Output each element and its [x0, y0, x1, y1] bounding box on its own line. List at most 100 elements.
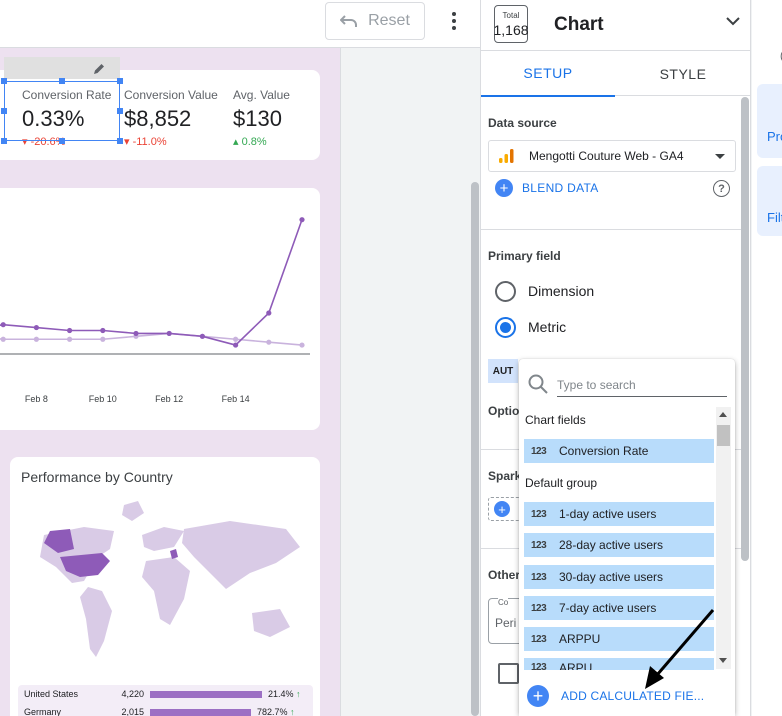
- scorecard-group[interactable]: Conversion Rate 0.33% ▾ -20.6% Conversio…: [0, 70, 320, 160]
- rail-properties-label: Pro: [767, 129, 782, 144]
- field-item[interactable]: 123 Conversion Rate: [524, 439, 714, 463]
- data-point[interactable]: [67, 327, 73, 334]
- kpi-value: $8,852: [124, 106, 192, 131]
- field-item[interactable]: 123 ARPPU: [524, 627, 714, 651]
- geo-chart-card[interactable]: Performance by Country United States 4,2…: [10, 457, 320, 716]
- radio-metric[interactable]: [495, 317, 516, 338]
- selected-chart-header[interactable]: [4, 57, 120, 79]
- undo-icon: [340, 15, 358, 27]
- reset-button[interactable]: Reset: [325, 2, 425, 40]
- resize-handle[interactable]: [117, 78, 123, 84]
- data-point[interactable]: [299, 217, 305, 223]
- rail-properties-tab[interactable]: Pro: [757, 84, 782, 158]
- field-item[interactable]: 123 30-day active users: [524, 565, 714, 589]
- report-canvas[interactable]: Conversion Rate 0.33% ▾ -20.6% Conversio…: [0, 48, 340, 716]
- data-point[interactable]: [100, 336, 106, 342]
- data-source-name: Mengotti Couture Web - GA4: [529, 149, 684, 163]
- help-icon[interactable]: ?: [713, 180, 730, 197]
- field-label: Conversion Rate: [559, 444, 649, 458]
- add-sparkline-button[interactable]: +: [488, 497, 524, 521]
- geo-pct: 782.7% ↑: [257, 707, 295, 716]
- analytics-logo-icon: [499, 149, 514, 163]
- data-point[interactable]: [299, 342, 305, 348]
- field-item[interactable]: 123 7-day active users: [524, 596, 714, 620]
- panel-scrollbar[interactable]: [741, 97, 749, 561]
- resize-handle[interactable]: [1, 78, 7, 84]
- data-point[interactable]: [67, 336, 73, 342]
- add-icon: +: [527, 685, 549, 707]
- field-picker-dropdown: Chart fields 123 Conversion Rate Default…: [519, 359, 735, 716]
- dropdown-scrollbar[interactable]: [716, 407, 731, 669]
- tab-style[interactable]: STYLE: [659, 66, 707, 82]
- panel-title: Chart: [554, 14, 604, 35]
- reset-label: Reset: [368, 12, 410, 29]
- data-source-select[interactable]: Mengotti Couture Web - GA4: [488, 140, 736, 172]
- data-point[interactable]: [166, 330, 172, 337]
- number-type-icon: 123: [531, 539, 547, 551]
- resize-handle[interactable]: [59, 78, 65, 84]
- geo-country: Germany: [24, 707, 62, 716]
- checkbox[interactable]: [498, 663, 519, 684]
- chart-type-badge[interactable]: Total 1,168: [493, 5, 529, 43]
- resize-handle[interactable]: [59, 138, 65, 144]
- aggregation-chip[interactable]: AUT: [488, 359, 518, 383]
- resize-handle[interactable]: [1, 138, 7, 144]
- x-tick-label: Feb 12: [155, 394, 183, 404]
- series-line-1: [0, 332, 303, 346]
- more-vert-icon[interactable]: [444, 8, 464, 34]
- scroll-down-icon[interactable]: [719, 658, 727, 663]
- dropdown-scroll-thumb[interactable]: [717, 425, 730, 446]
- group-chart-fields: Chart fields: [525, 413, 586, 427]
- data-point[interactable]: [266, 339, 272, 345]
- blend-data-button[interactable]: + BLEND DATA: [495, 179, 599, 197]
- field-label: ARPU: [559, 661, 593, 670]
- radio-dimension[interactable]: [495, 281, 516, 302]
- rail-filter-tab[interactable]: Filt: [757, 166, 782, 236]
- data-point[interactable]: [0, 336, 6, 342]
- scorecard-avg-value[interactable]: Avg. Value $130 ▴ 0.8%: [233, 88, 290, 148]
- chevron-down-icon[interactable]: [725, 16, 741, 26]
- data-point[interactable]: [0, 322, 6, 328]
- data-point[interactable]: [100, 327, 106, 334]
- data-point[interactable]: [233, 336, 239, 342]
- geo-row: United States 4,220 21.4% ↑: [24, 687, 314, 701]
- canvas-scrollbar[interactable]: [471, 182, 479, 716]
- data-point[interactable]: [233, 342, 239, 348]
- rail-top-text: (: [780, 50, 782, 62]
- scroll-up-icon[interactable]: [719, 412, 727, 417]
- total-label: Total: [502, 10, 520, 20]
- data-point[interactable]: [33, 324, 40, 331]
- data-point[interactable]: [199, 333, 205, 339]
- field-item[interactable]: 123 ARPU: [524, 658, 714, 670]
- dropdown-arrow-icon: [715, 154, 725, 159]
- total-value: 1,168: [493, 21, 529, 38]
- tab-setup[interactable]: SETUP: [481, 51, 615, 97]
- kpi-value: $130: [233, 106, 282, 131]
- selected-chart-frame[interactable]: [4, 81, 120, 141]
- field-item[interactable]: 123 1-day active users: [524, 502, 714, 526]
- scorecard-conversion-rate[interactable]: Conversion Rate 0.33% ▾ -20.6%: [22, 88, 111, 148]
- data-point[interactable]: [266, 310, 272, 316]
- sparkline-label: Spark: [488, 469, 522, 483]
- period-text: Peri: [495, 616, 517, 630]
- field-search-input[interactable]: [557, 373, 727, 397]
- add-calculated-field-button[interactable]: + ADD CALCULATED FIE...: [527, 685, 704, 707]
- field-item[interactable]: 123 28-day active users: [524, 533, 714, 557]
- primary-field-label: Primary field: [488, 249, 561, 263]
- geo-row: Germany 2,015 782.7% ↑: [24, 705, 314, 716]
- scorecard-conversion-value[interactable]: Conversion Value $8,852 ▾ -11.0%: [124, 88, 218, 148]
- blend-data-label: BLEND DATA: [522, 181, 599, 195]
- comparison-label: Co: [498, 598, 509, 607]
- resize-handle[interactable]: [117, 138, 123, 144]
- number-type-icon: 123: [531, 662, 547, 670]
- number-type-icon: 123: [531, 508, 547, 520]
- pencil-icon[interactable]: [92, 62, 106, 76]
- field-label: 28-day active users: [559, 538, 664, 552]
- data-point[interactable]: [133, 330, 139, 337]
- data-point[interactable]: [33, 336, 40, 342]
- world-map[interactable]: [14, 491, 314, 681]
- kpi-label: Conversion Rate: [22, 88, 112, 102]
- resize-handle[interactable]: [117, 108, 123, 114]
- resize-handle[interactable]: [1, 108, 7, 114]
